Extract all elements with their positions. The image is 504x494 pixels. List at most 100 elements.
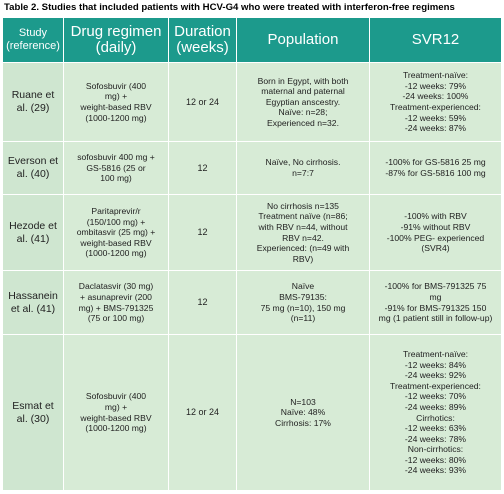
table-row: Everson et al. (40) sofosbuvir 400 mg + GS-… (2, 141, 502, 195)
cell-line: Ruane et (11, 89, 55, 101)
cell-line: -24 weeks: 89% (404, 401, 467, 412)
table-cell: sofosbuvir 400 mg + GS-5816 (25 or 100 mg) (63, 141, 169, 195)
cell-line: Egyptian anscestry. (265, 96, 341, 107)
cell-line: mg) + (104, 401, 128, 412)
table-cell: Hezode et al. (41) (2, 194, 64, 271)
table-row: Hassanein et al. (41) Daclatasvir (30 mg) +… (2, 270, 502, 335)
header-cell: Study (reference) (2, 17, 64, 63)
header-cell: Drug regimen (daily) (63, 17, 169, 63)
cell-line: Non-cirrhotics: (407, 444, 464, 455)
cell-line: N=103 (290, 396, 316, 407)
table-row: Esmat et al. (30) Sofosbuvir (400 mg) + weig… (2, 334, 502, 491)
header-row: Study (reference) Drug regimen (daily) Durat… (2, 17, 502, 63)
cell-line: 12 or 24 (185, 407, 220, 418)
cell-line: 12 (197, 162, 208, 173)
table-cell: Born in Egypt, with both maternal and pat… (236, 62, 370, 142)
table-cell: Sofosbuvir (400 mg) + weight-based RBV (100… (63, 334, 169, 491)
cell-line: -12 weeks: 70% (404, 391, 467, 402)
cell-line: RBV) (292, 253, 314, 264)
cell-line: Daclatasvir (30 mg) (78, 281, 154, 292)
cell-line: Experienced: (n=49 with (256, 243, 350, 254)
cell-line: mg (1 patient still in follow-up) (378, 313, 493, 324)
cell-line: Cirrhosis: 17% (275, 417, 331, 428)
cell-line: 12 (197, 227, 208, 238)
cell-line: al. (41) (16, 232, 50, 245)
cell-line: 75 mg (n=10), 150 mg (260, 302, 346, 313)
cell-line: -24 weeks: 93% (404, 465, 467, 476)
cell-line: mg) + (104, 91, 128, 102)
cell-line: Hassanein (8, 289, 58, 302)
cell-line: (1000-1200 mg) (85, 248, 147, 259)
cell-line: Cirrhotics: (416, 412, 455, 423)
cell-line: Treatment-experienced: (390, 102, 481, 112)
cell-line: SVR12 (411, 31, 460, 48)
cell-line: -12 weeks: 84% (404, 359, 467, 370)
table-cell: Everson et al. (40) (2, 141, 64, 195)
cell-line: n=7:7 (292, 168, 314, 178)
cell-line: Experienced n=32. (267, 117, 339, 128)
cell-line: with RBV n=44, without (258, 221, 348, 232)
table-cell: No cirrhosis n=135 Treatment naïve (n=86;… (236, 194, 370, 271)
cell-line: -12 weeks: 79% (404, 80, 467, 91)
table-cell: Paritaprevir/r (150/100 mg) + ombitasvir (… (63, 194, 169, 271)
cell-line: Duration (174, 23, 231, 40)
cell-line: -100% for GS-5816 25 mg (385, 157, 486, 168)
cell-line: al. (30) (16, 412, 50, 425)
cell-line: weight-based RBV (80, 237, 152, 248)
cell-line: Naïve, No cirrhosis. (265, 157, 341, 168)
header-cell: SVR12 (369, 17, 502, 63)
cell-line: Naïve: 48% (280, 407, 326, 418)
table-body: Ruane et al. (29) Sofosbuvir (400 mg) + weig… (2, 62, 502, 491)
cell-line: (150/100 mg) + (86, 216, 146, 227)
cell-line: ombitasvir (25 mg) + (76, 227, 156, 238)
table-cell: Esmat et al. (30) (2, 334, 64, 491)
table-cell: -100% with RBV -91% without RBV -100% PEG-… (369, 194, 502, 271)
cell-line: -24 weeks: 92% (404, 370, 467, 381)
cell-line: BMS-79135: (279, 291, 327, 302)
cell-line: Sofosbuvir (400 (85, 391, 147, 402)
table-cell: Hassanein et al. (41) (2, 270, 64, 335)
table-cell: -100% for GS-5816 25 mg -87% for GS-5816 … (369, 141, 502, 195)
header-cell: Duration (weeks) (168, 17, 237, 63)
cell-line: Esmat et (12, 399, 54, 412)
cell-line: -100% for BMS-791325 75 (384, 281, 487, 292)
cell-line: Population (267, 31, 339, 48)
cell-line: Treatment-naïve: (402, 348, 469, 359)
cell-line: Everson et (7, 155, 59, 167)
cell-line: -24 weeks: 100% (402, 91, 469, 102)
cell-line: (75 or 100 mg) (87, 313, 145, 324)
table-cell: Naïve BMS-79135: 75 mg (n=10), 150 mg (n=11… (236, 270, 370, 335)
cell-line: et al. (41) (10, 302, 56, 315)
cell-line: Naïve: n=28; (278, 107, 328, 118)
table-cell: Daclatasvir (30 mg) + asunaprevir (200 mg)… (63, 270, 169, 335)
cell-line: -100% with RBV (404, 211, 467, 222)
cell-line: -100% PEG- experienced (386, 232, 485, 243)
cell-line: Born in Egypt, with both (257, 75, 349, 86)
table-cell: 12 (168, 194, 237, 271)
cell-line: -87% for GS-5816 100 mg (385, 168, 486, 178)
cell-line: 12 or 24 (185, 96, 220, 107)
cell-line: Paritaprevir/r (91, 206, 141, 217)
table-row: Ruane et al. (29) Sofosbuvir (400 mg) + weig… (2, 62, 502, 142)
table-cell: 12 or 24 (168, 334, 237, 491)
cell-line: 100 mg) (100, 173, 132, 184)
table: Study (reference) Drug regimen (daily) Durat… (2, 17, 502, 491)
cell-line: (daily) (95, 39, 137, 56)
cell-line: weight-based RBV (80, 412, 152, 423)
cell-line: RBV n=42. (282, 232, 324, 243)
cell-line: al. (29) (16, 102, 50, 114)
table-row: Hezode et al. (41) Paritaprevir/r (150/100 … (2, 194, 502, 271)
cell-line: Naïve (291, 281, 315, 292)
cell-line: -91% without RBV (400, 221, 471, 232)
cell-line: maternal and paternal (261, 86, 345, 97)
cell-line: al. (40) (16, 168, 50, 180)
table-cell: -100% for BMS-791325 75 mg -91% for BMS-79… (369, 270, 502, 335)
cell-line: mg) + BMS-791325 (78, 302, 154, 313)
cell-line: -24 weeks: 87% (404, 123, 467, 134)
table-title: Table 2. Studies that included patients … (4, 2, 455, 13)
cell-line: No cirrhosis n=135 (267, 200, 339, 211)
cell-line: Treatment-experienced: (390, 380, 481, 391)
cell-line: (reference) (6, 40, 60, 52)
cell-line: Treatment naïve (n=86; (258, 211, 348, 222)
